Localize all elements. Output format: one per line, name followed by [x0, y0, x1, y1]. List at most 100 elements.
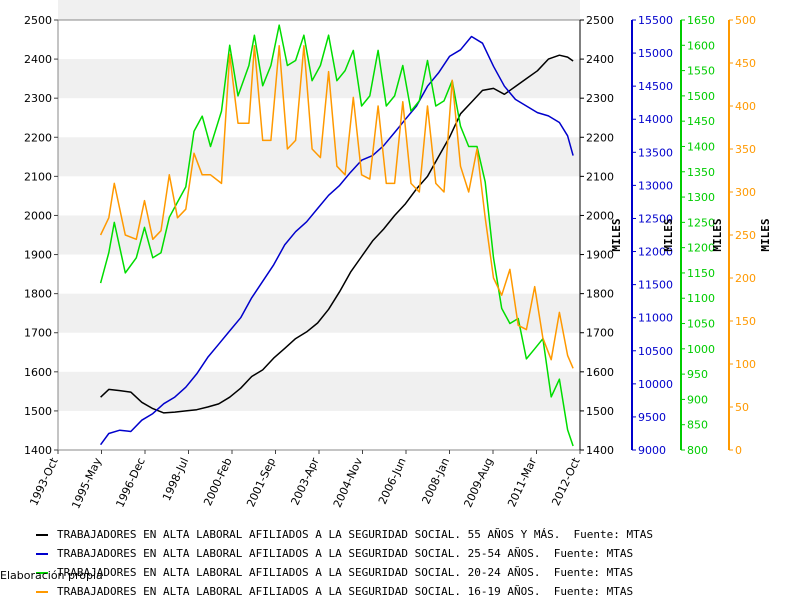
legend-swatch [36, 571, 48, 574]
y-tick-label: 950 [687, 368, 708, 381]
x-tick-label: 2006-Jun [376, 456, 409, 507]
y-tick-label: 0 [735, 444, 742, 457]
legend-item: TRABAJADORES EN ALTA LABORAL AFILIADOS A… [36, 544, 796, 563]
y-tick-label: 1800 [586, 288, 614, 301]
y-tick-label: 1900 [24, 249, 52, 262]
grid-band [58, 293, 580, 333]
x-tick-label: 2012-Oct [549, 455, 583, 508]
legend-item: TRABAJADORES EN ALTA LABORAL AFILIADOS A… [36, 563, 796, 582]
legend-label: TRABAJADORES EN ALTA LABORAL AFILIADOS A… [57, 566, 634, 579]
x-tick-label: 1993-Oct [27, 455, 61, 508]
y-tick-label: 1500 [687, 90, 715, 103]
series-line [99, 35, 574, 446]
y-axis-label: MILES [662, 218, 675, 251]
credit-text: Elaboración propia [0, 569, 103, 582]
y-axis-label: MILES [610, 218, 623, 251]
y-tick-label: 1500 [586, 405, 614, 418]
legend-item: TRABAJADORES EN ALTA LABORAL AFILIADOS A… [36, 582, 796, 601]
y-tick-label: 1050 [687, 318, 715, 331]
x-tick-label: 2001-Sep [244, 456, 278, 509]
y-tick-label: 2100 [24, 170, 52, 183]
y-tick-label: 2300 [24, 92, 52, 105]
y-tick-label: 1900 [586, 249, 614, 262]
x-tick-label: 2008-Jan [419, 456, 452, 506]
y-tick-label: 9000 [638, 444, 666, 457]
line-chart: 1400150016001700180019002000210022002300… [24, 0, 772, 511]
y-tick-label: 1600 [24, 366, 52, 379]
y-tick-label: 1800 [24, 288, 52, 301]
legend-label: TRABAJADORES EN ALTA LABORAL AFILIADOS A… [57, 528, 654, 541]
y-tick-label: 1250 [687, 216, 715, 229]
y-tick-label: 800 [687, 444, 708, 457]
legend-swatch [36, 590, 48, 593]
y-tick-label: 12000 [638, 246, 673, 259]
x-tick-label: 1995-May [69, 455, 104, 511]
y-tick-label: 11500 [638, 279, 673, 292]
legend-item: TRABAJADORES EN ALTA LABORAL AFILIADOS A… [36, 525, 796, 544]
y-tick-label: 1100 [687, 292, 715, 305]
y-tick-label: 900 [687, 393, 708, 406]
y-tick-label: 850 [687, 419, 708, 432]
y-tick-label: 450 [735, 57, 756, 70]
grid-band [58, 0, 580, 20]
y-tick-label: 150 [735, 315, 756, 328]
y-tick-label: 300 [735, 186, 756, 199]
y-tick-label: 250 [735, 229, 756, 242]
y-tick-label: 13500 [638, 146, 673, 159]
y-tick-label: 2000 [24, 209, 52, 222]
y-tick-label: 10500 [638, 345, 673, 358]
y-axis-label: MILES [711, 218, 724, 251]
y-tick-label: 1400 [586, 444, 614, 457]
y-tick-label: 13000 [638, 179, 673, 192]
y-tick-label: 1550 [687, 65, 715, 78]
y-tick-label: 2000 [586, 209, 614, 222]
grid-band [58, 371, 580, 411]
y-tick-label: 1700 [24, 327, 52, 340]
series-line [100, 54, 574, 414]
y-tick-label: 2200 [586, 131, 614, 144]
y-tick-label: 12500 [638, 212, 673, 225]
y-tick-label: 10000 [638, 378, 673, 391]
x-tick-label: 2004-Nov [331, 455, 366, 509]
y-tick-label: 1150 [687, 267, 715, 280]
x-tick-label: 1998-Jul [160, 456, 191, 503]
y-tick-label: 2500 [586, 14, 614, 27]
grid-band [58, 215, 580, 255]
y-tick-label: 400 [735, 100, 756, 113]
y-tick-label: 100 [735, 358, 756, 371]
y-tick-label: 1000 [687, 343, 715, 356]
series-line [99, 45, 574, 369]
legend-swatch [36, 552, 48, 555]
y-tick-label: 14500 [638, 80, 673, 93]
y-tick-label: 1400 [24, 444, 52, 457]
y-tick-label: 1500 [24, 405, 52, 418]
y-tick-label: 1650 [687, 14, 715, 27]
y-tick-label: 2200 [24, 131, 52, 144]
legend: TRABAJADORES EN ALTA LABORAL AFILIADOS A… [36, 525, 796, 601]
y-tick-label: 1600 [586, 366, 614, 379]
y-axis-label: MILES [759, 218, 772, 251]
y-tick-label: 15000 [638, 47, 673, 60]
y-tick-label: 1600 [687, 39, 715, 52]
y-tick-label: 2500 [24, 14, 52, 27]
y-tick-label: 350 [735, 143, 756, 156]
x-tick-label: 2011-Mar [505, 455, 539, 509]
y-tick-label: 2300 [586, 92, 614, 105]
y-tick-label: 2100 [586, 170, 614, 183]
x-tick-label: 2000-Feb [201, 456, 235, 508]
x-tick-label: 2009-Aug [461, 456, 495, 510]
x-tick-label: 1996-Dec [113, 456, 147, 510]
legend-label: TRABAJADORES EN ALTA LABORAL AFILIADOS A… [57, 547, 634, 560]
legend-label: TRABAJADORES EN ALTA LABORAL AFILIADOS A… [57, 585, 634, 598]
y-tick-label: 15500 [638, 14, 673, 27]
y-tick-label: 1400 [687, 140, 715, 153]
y-tick-label: 9500 [638, 411, 666, 424]
legend-swatch [36, 533, 48, 536]
y-tick-label: 14000 [638, 113, 673, 126]
y-tick-label: 11000 [638, 312, 673, 325]
y-tick-label: 500 [735, 14, 756, 27]
y-tick-label: 1300 [687, 191, 715, 204]
y-tick-label: 50 [735, 401, 749, 414]
y-tick-label: 2400 [24, 53, 52, 66]
y-tick-label: 1450 [687, 115, 715, 128]
